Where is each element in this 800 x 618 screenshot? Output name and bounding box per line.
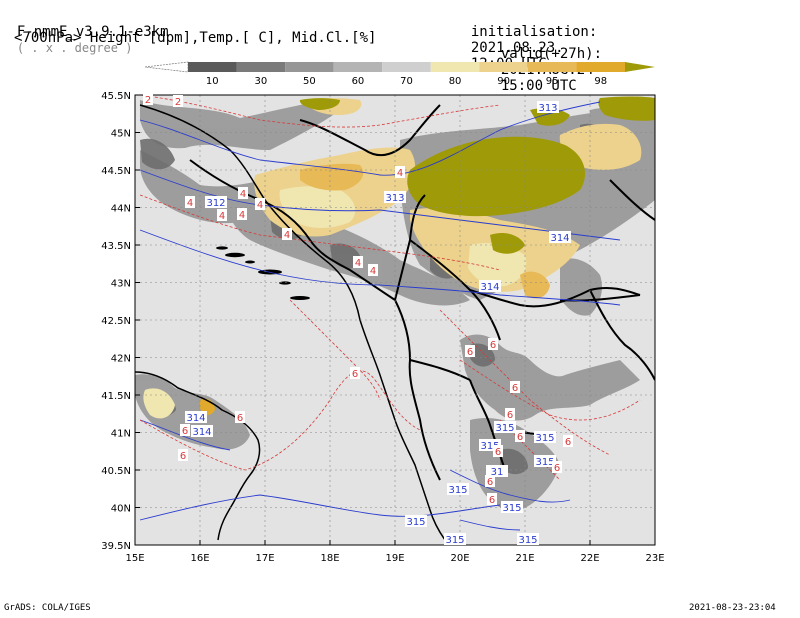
temp-label: 6 [490, 340, 496, 351]
temp-label: 6 [507, 410, 513, 421]
height-label: 314 [480, 282, 499, 293]
lat-tick-label: 45N [111, 129, 131, 140]
colorbar-swatch [188, 62, 237, 72]
lat-tick-label: 43N [111, 279, 131, 290]
colorbar-swatch [237, 62, 286, 72]
temp-label: 6 [554, 463, 560, 474]
temp-label: 6 [180, 451, 186, 462]
height-label: 315 [406, 517, 425, 528]
colorbar-swatch [382, 62, 431, 72]
height-label: 314 [186, 413, 205, 424]
height-label: 315 [495, 423, 514, 434]
lon-tick-label: 17E [255, 553, 274, 564]
temp-label: 2 [145, 95, 151, 106]
colorbar-label: 90 [497, 76, 510, 87]
colorbar-swatch [285, 62, 334, 72]
temp-label: 4 [240, 189, 246, 200]
footer-left: GrADS: COLA/IGES [4, 603, 91, 613]
temp-label: 4 [397, 168, 403, 179]
temp-label: 4 [239, 210, 245, 221]
temp-label: 6 [237, 413, 243, 424]
lon-tick-label: 16E [190, 553, 209, 564]
colorbar-label: 50 [303, 76, 316, 87]
temp-label: 4 [355, 258, 361, 269]
lat-tick-label: 41N [111, 429, 131, 440]
lon-tick-label: 18E [320, 553, 339, 564]
latitude-labels: 45.5N 45N 44.5N 44N 43.5N 43N 42.5N 42N 41.5N 41N… [101, 91, 140, 552]
temp-label: 6 [512, 383, 518, 394]
height-label: 315 [535, 457, 554, 468]
temp-label: 4 [370, 266, 376, 277]
temp-label: 6 [517, 432, 523, 443]
colorbar-swatch [334, 62, 383, 72]
colorbar-label: 70 [400, 76, 413, 87]
colorbar-label: 80 [449, 76, 462, 87]
colorbar-swatch [576, 62, 625, 72]
lat-tick-label: 43.5N [101, 241, 131, 252]
lat-tick-label: 40N [111, 504, 131, 515]
lat-tick-label: 39.5N [101, 541, 131, 552]
height-label: 314 [192, 427, 211, 438]
temp-label: 6 [182, 426, 188, 437]
temp-label: 6 [467, 347, 473, 358]
colorbar-left-arrow [145, 62, 188, 72]
colorbar-right-arrow [625, 62, 655, 72]
colorbar-swatch [431, 62, 480, 72]
temp-label: 6 [489, 495, 495, 506]
height-label: 314 [550, 233, 569, 244]
temp-label: 4 [219, 211, 225, 222]
lat-tick-label: 40.5N [101, 466, 131, 477]
lat-tick-label: 42.5N [101, 316, 131, 327]
temp-label: 6 [352, 369, 358, 380]
height-label: 313 [538, 103, 557, 114]
temp-label: 6 [487, 477, 493, 488]
height-label: 313 [385, 193, 404, 204]
colorbar-label: 60 [352, 76, 365, 87]
lon-tick-label: 20E [450, 553, 469, 564]
height-label: 315 [518, 535, 537, 546]
lon-tick-label: 23E [645, 553, 664, 564]
lat-tick-label: 44N [111, 204, 131, 215]
footer-right: 2021-08-23-23:04 [689, 603, 776, 613]
lon-tick-label: 15E [125, 553, 144, 564]
height-label: 315 [535, 433, 554, 444]
temp-label: 4 [257, 200, 263, 211]
height-label: 315 [445, 535, 464, 546]
lat-tick-label: 44.5N [101, 166, 131, 177]
colorbar-label: 30 [254, 76, 267, 87]
colorbar-swatch [528, 62, 577, 72]
colorbar-swatch [479, 62, 528, 72]
lon-tick-label: 21E [515, 553, 534, 564]
temp-label: 4 [284, 230, 290, 241]
lat-tick-label: 42N [111, 354, 131, 365]
colorbar-label: 95 [546, 76, 559, 87]
height-label: 315 [448, 485, 467, 496]
height-label: 312 [206, 198, 225, 209]
temp-label: 6 [495, 447, 501, 458]
lat-tick-label: 41.5N [101, 391, 131, 402]
colorbar-label: 10 [206, 76, 219, 87]
temp-label: 2 [175, 97, 181, 108]
lon-tick-label: 22E [580, 553, 599, 564]
cloud-cover-colorbar: 10 30 50 60 70 80 90 95 98 [145, 62, 655, 87]
colorbar-label: 98 [594, 76, 607, 87]
temp-label: 6 [565, 437, 571, 448]
temp-label: 4 [187, 198, 193, 209]
lon-tick-label: 19E [385, 553, 404, 564]
lat-tick-label: 45.5N [101, 91, 131, 102]
height-label: 315 [502, 503, 521, 514]
